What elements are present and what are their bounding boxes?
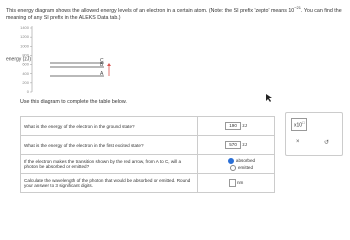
option-label: emitted (237, 165, 254, 170)
instruction: Use this diagram to complete the table b… (20, 99, 127, 105)
undo-button[interactable]: ↺ (324, 140, 330, 146)
radio-option[interactable]: emitted (212, 164, 271, 171)
clear-button[interactable]: × (296, 139, 300, 145)
option-label: absorbed (235, 158, 256, 163)
answer-input[interactable]: 570 (225, 141, 242, 149)
question: Calculate the wavelength of the photon t… (20, 173, 198, 193)
axis-label: energy (zJ) (6, 56, 31, 62)
y-tick-label: 200 (22, 80, 29, 85)
level-label: A (100, 71, 104, 77)
radio-button[interactable] (227, 157, 234, 164)
level-label: C (100, 58, 104, 64)
unit: zJ (242, 123, 247, 129)
question-table: What is the energy of the electron in th… (20, 116, 275, 193)
question: If the electron makes the transition sho… (20, 154, 198, 174)
y-tick-label: 400 (22, 71, 29, 76)
y-tick-label: 1400 (20, 25, 30, 30)
cursor (266, 94, 272, 102)
unit: nm (236, 180, 244, 186)
cursor-arrow (266, 94, 272, 102)
radio-button[interactable] (229, 164, 236, 171)
answer-input[interactable]: 190 (225, 122, 242, 130)
intro-exponent: −21 (294, 5, 302, 10)
answer-cell: 190 zJ (197, 116, 275, 136)
radio-option[interactable]: absorbed (212, 157, 271, 164)
table-row: If the electron makes the transition sho… (20, 154, 275, 174)
energy-diagram: energy (zJ) 0 200 400 600 800 1000 1200 1400 ABC (6, 25, 111, 94)
question: What is the energy of the electron in th… (20, 135, 198, 155)
y-tick-label: 600 (22, 62, 29, 67)
answer-cell: 570 zJ (197, 135, 275, 155)
intro-text: This energy diagram shows the allowed en… (6, 7, 295, 14)
toolbox: x10□ × ↺ (285, 112, 343, 156)
answer-cell: nm (197, 173, 275, 193)
answer-input[interactable] (228, 179, 236, 187)
exponent-button[interactable]: x10□ (291, 118, 308, 131)
intro-text: . You can find the meaning of any SI pre… (6, 7, 342, 21)
y-tick-label: 1200 (20, 34, 30, 39)
unit: zJ (242, 142, 247, 148)
y-tick-label: 1000 (20, 43, 30, 48)
answer-cell: absorbed emitted (197, 154, 275, 174)
table-row: What is the energy of the electron in th… (20, 135, 275, 155)
page: This energy diagram shows the allowed en… (6, 4, 346, 193)
intro: This energy diagram shows the allowed en… (6, 4, 346, 22)
arrow-head (107, 63, 111, 67)
y-tick-label: 800 (22, 52, 29, 57)
y-tick-label: 0 (27, 89, 30, 94)
table-row: What is the energy of the electron in th… (20, 116, 275, 136)
table-row: Calculate the wavelength of the photon t… (20, 173, 275, 193)
level-label: B (100, 62, 104, 68)
question: What is the energy of the electron in th… (20, 116, 198, 136)
button-label: x10 (294, 122, 303, 129)
